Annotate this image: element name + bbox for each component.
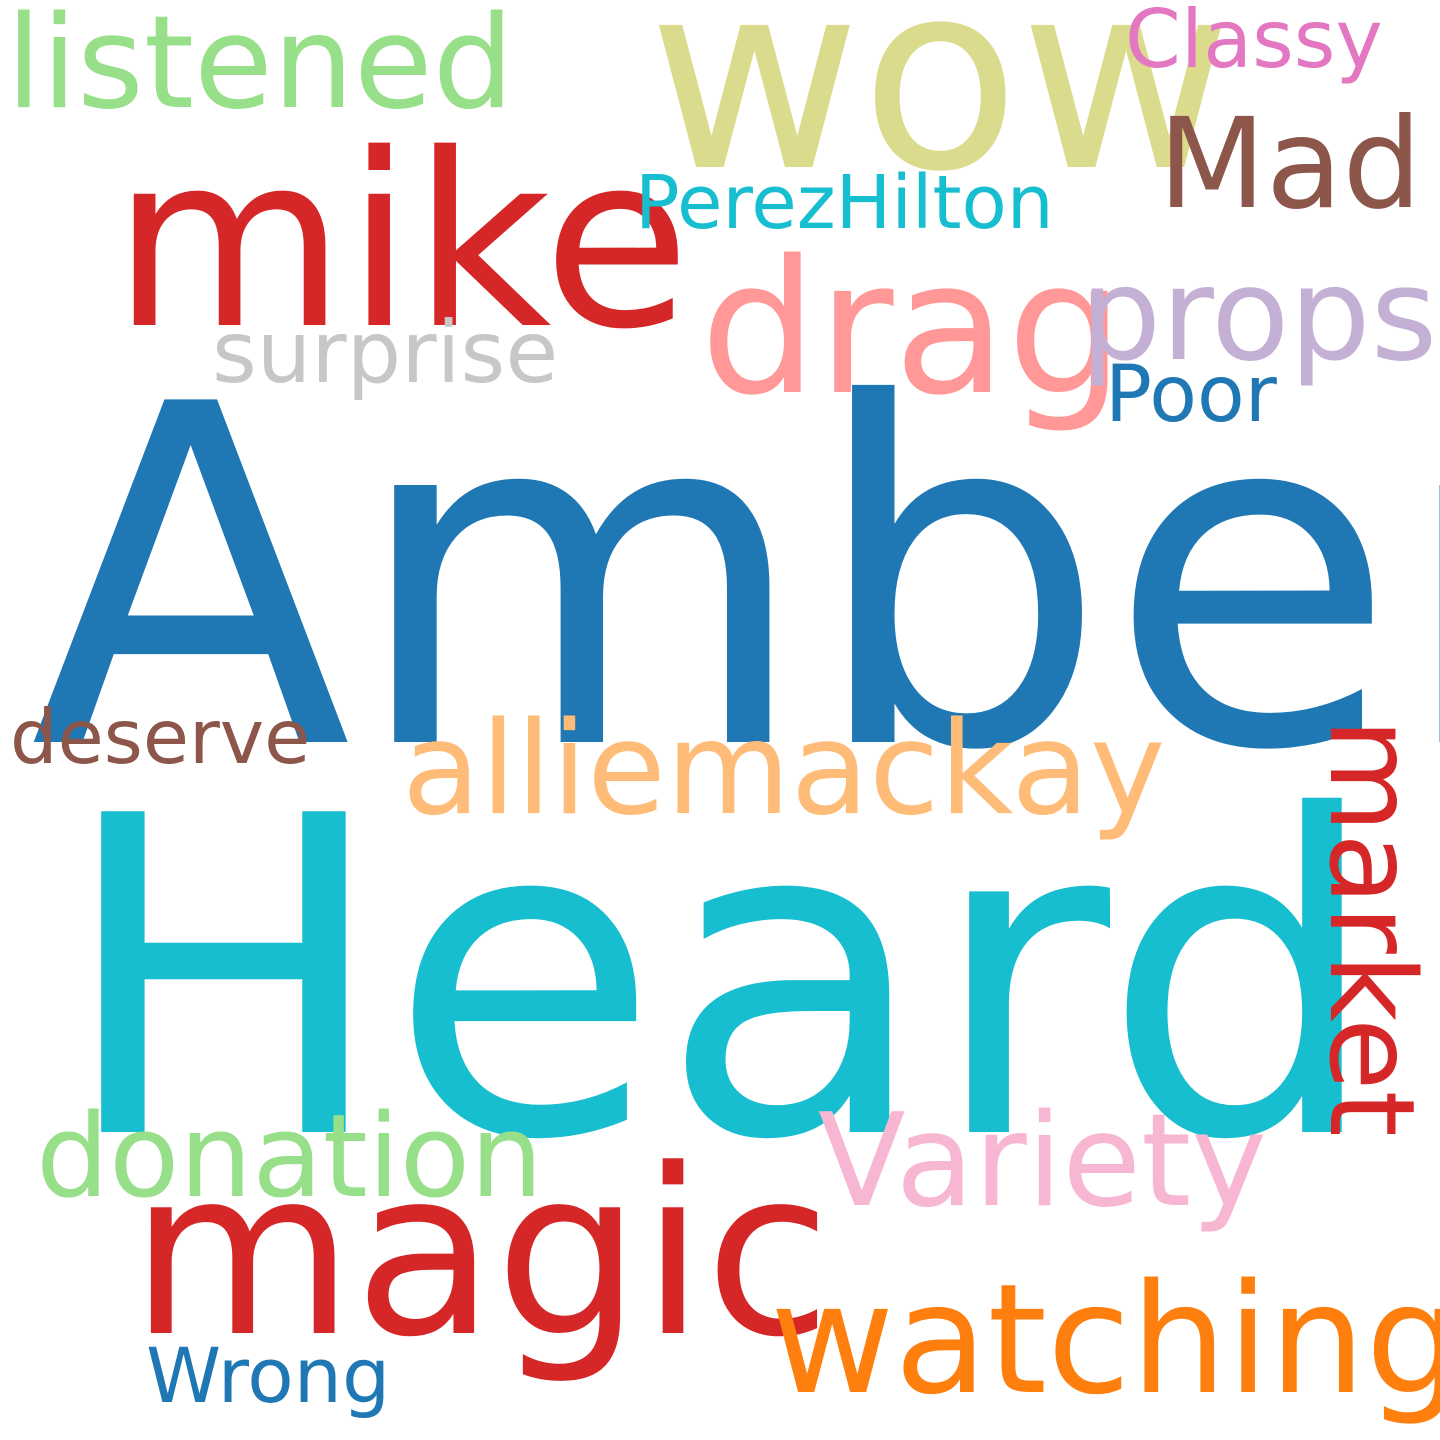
word-wow: wow xyxy=(648,0,1233,229)
word-surprise: surprise xyxy=(212,303,559,403)
word-wrong: Wrong xyxy=(146,1331,391,1420)
word-heard: Heard xyxy=(58,724,1382,1236)
word-deserve: deserve xyxy=(10,693,311,781)
word-variety: Variety xyxy=(818,1087,1267,1236)
word-listened: listened xyxy=(6,0,514,138)
word-perezhilton: PerezHilton xyxy=(635,160,1054,246)
word-magic: magic xyxy=(130,1121,832,1388)
word-poor: Poor xyxy=(1105,350,1277,440)
word-mad: Mad xyxy=(1158,92,1422,237)
word-market: market xyxy=(1303,718,1440,1137)
word-donation: donation xyxy=(36,1090,543,1224)
word-drag: drag xyxy=(700,220,1125,436)
word-watching: watching xyxy=(770,1251,1440,1428)
word-classy: Classy xyxy=(1125,0,1383,86)
word-amber: Amber xyxy=(30,306,1440,853)
word-props: props xyxy=(1080,241,1438,390)
word-mike: mike xyxy=(112,102,691,382)
word-alliemackay: alliemackay xyxy=(402,695,1166,844)
